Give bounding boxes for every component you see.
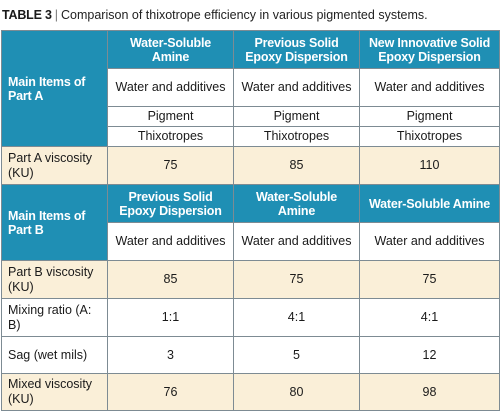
row-label: Part A viscosity (KU) (1, 146, 108, 185)
table-cell: Water and additives (359, 68, 500, 107)
table-cell: Thixotropes (233, 126, 360, 147)
table-cell: Pigment (359, 106, 500, 127)
table-row: Pigment Pigment Pigment (2, 106, 500, 127)
comparison-table: Main Items of Part A Water-Soluble Amine… (1, 30, 500, 411)
part-b-viscosity-row: Part B viscosity (KU) 85 75 75 (1, 260, 500, 299)
table-cell: 75 (107, 146, 234, 185)
table-cell: 4:1 (359, 298, 500, 337)
table-row: Water and additives Water and additives … (2, 68, 500, 107)
table-row: Water and additives Water and additives … (2, 222, 500, 261)
sag-row: Sag (wet mils) 3 5 12 (1, 336, 500, 374)
column-header: New Innovative Solid Epoxy Dispersion (359, 30, 500, 69)
table-cell: 80 (233, 373, 360, 411)
caption-separator: | (54, 8, 59, 22)
column-header: Previous Solid Epoxy Dispersion (233, 30, 360, 69)
table-cell: 75 (359, 260, 500, 299)
table-cell: Thixotropes (359, 126, 500, 147)
column-header: Water-Soluble Amine (107, 30, 234, 69)
table-cell: Water and additives (107, 68, 234, 107)
part-a-label: Main Items of Part A (1, 30, 108, 147)
table-cell: 4:1 (233, 298, 360, 337)
table-cell: Water and additives (233, 68, 360, 107)
table-cell: 75 (233, 260, 360, 299)
column-header: Water-Soluble Amine (233, 184, 360, 223)
row-label: Mixed viscosity (KU) (1, 373, 108, 411)
column-header: Previous Solid Epoxy Dispersion (107, 184, 234, 223)
mixed-viscosity-row: Mixed viscosity (KU) 76 80 98 (1, 373, 500, 411)
table-caption: TABLE 3 | Comparison of thixotrope efficie… (0, 0, 500, 30)
part-b-label: Main Items of Part B (1, 184, 108, 261)
part-b-header-row: Main Items of Part B Previous Solid Epox… (1, 184, 500, 261)
table-cell: Water and additives (107, 222, 234, 261)
table-row: Thixotropes Thixotropes Thixotropes (2, 126, 500, 147)
table-cell: Thixotropes (107, 126, 234, 147)
part-a-header-row: Main Items of Part A Water-Soluble Amine… (1, 30, 500, 147)
row-label: Part B viscosity (KU) (1, 260, 108, 299)
part-a-viscosity-row: Part A viscosity (KU) 75 85 110 (1, 146, 500, 185)
table-cell: 85 (233, 146, 360, 185)
row-label: Mixing ratio (A: B) (1, 298, 108, 337)
table-cell: 85 (107, 260, 234, 299)
table-cell: Pigment (233, 106, 360, 127)
table-cell: 110 (359, 146, 500, 185)
table-cell: 76 (107, 373, 234, 411)
caption-text: Comparison of thixotrope efficiency in v… (61, 8, 428, 22)
table-cell: 5 (233, 336, 360, 374)
table-cell: Pigment (107, 106, 234, 127)
table-cell: 3 (107, 336, 234, 374)
table-cell: 12 (359, 336, 500, 374)
column-header: Water-Soluble Amine (359, 184, 500, 223)
row-label: Sag (wet mils) (1, 336, 108, 374)
table-cell: Water and additives (359, 222, 500, 261)
mixing-ratio-row: Mixing ratio (A: B) 1:1 4:1 4:1 (1, 298, 500, 337)
table-cell: Water and additives (233, 222, 360, 261)
table-number: TABLE 3 (2, 8, 52, 22)
table-cell: 98 (359, 373, 500, 411)
table-cell: 1:1 (107, 298, 234, 337)
